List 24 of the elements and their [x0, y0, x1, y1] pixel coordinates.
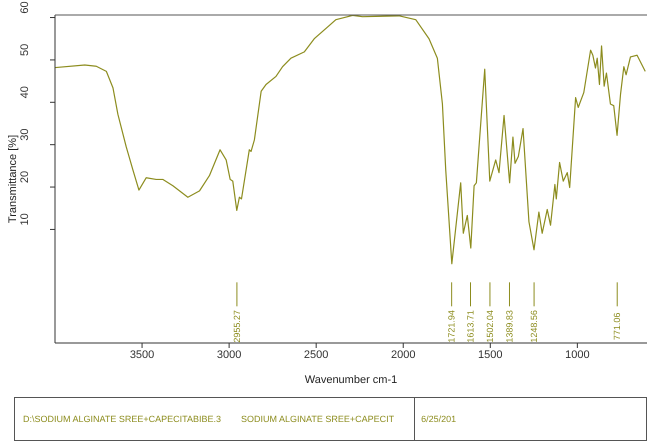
- y-tick-label: 40: [19, 86, 31, 98]
- y-tick-label: 50: [19, 44, 31, 56]
- y-tick-label: 20: [19, 170, 31, 184]
- text: D:\SODIUM ALGINATE SREE+CAPECITABIBE.3: [23, 413, 221, 426]
- annotation: 1613.71: [465, 310, 476, 343]
- x-tick-label: 3500: [130, 348, 154, 361]
- x-tick-label: 1500: [478, 348, 503, 361]
- annotation: 1502.04: [484, 310, 495, 343]
- x-tick-label: 1000: [565, 348, 590, 361]
- annotation: 1389.83: [504, 310, 514, 343]
- annotation: 771.06: [612, 312, 622, 340]
- x-tick-label: 3000: [216, 348, 242, 361]
- x-tick-label: 2500: [304, 348, 328, 361]
- annotation: 1721.94: [446, 310, 457, 343]
- text: SODIUM ALGINATE SREE+CAPECIT: [240, 413, 394, 426]
- x-tick-label: 2000: [390, 348, 416, 361]
- y-tick-label: 30: [19, 128, 31, 141]
- y-tick-label: 60: [19, 1, 31, 14]
- y-axis-title: Transmittance [%]: [6, 134, 19, 224]
- x-axis-title: Wavenumber cm-1: [304, 374, 398, 386]
- annotation: 2955.27: [232, 310, 242, 343]
- annotation: 1248.56: [529, 310, 540, 343]
- text: 6/25/201: [414, 397, 456, 441]
- y-tick-label: 10: [19, 213, 31, 226]
